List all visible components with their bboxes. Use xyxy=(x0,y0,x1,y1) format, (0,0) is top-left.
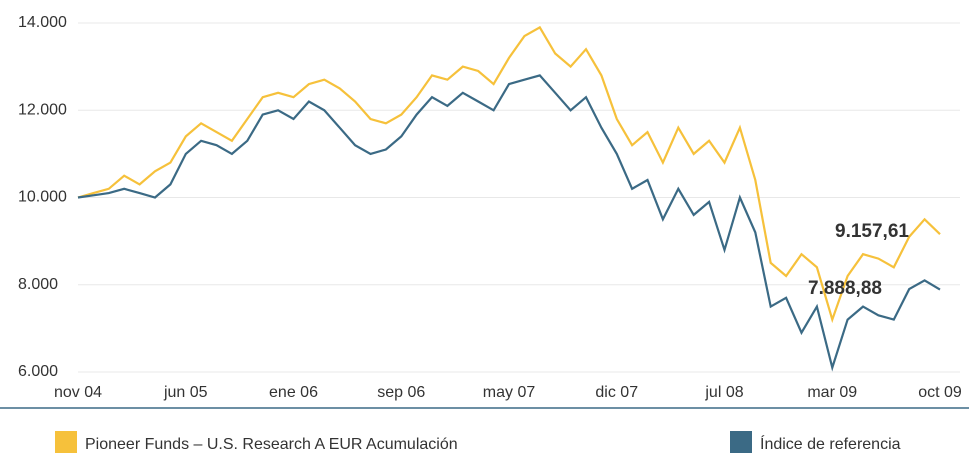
x-tick-label: mar 09 xyxy=(807,384,857,401)
legend-label: Índice de referencia xyxy=(760,434,901,453)
annotation: 7.888,88 xyxy=(808,278,882,299)
x-tick-label: nov 04 xyxy=(54,384,102,401)
y-tick-label: 6.000 xyxy=(18,363,58,380)
y-tick-label: 10.000 xyxy=(18,189,67,206)
x-tick-label: ene 06 xyxy=(269,384,318,401)
legend-swatch xyxy=(55,431,77,453)
x-tick-label: jul 08 xyxy=(704,384,743,401)
series-line xyxy=(77,74,941,372)
y-tick-label: 14.000 xyxy=(18,14,67,31)
legend-label: Pioneer Funds – U.S. Research A EUR Acum… xyxy=(85,436,458,453)
x-tick-label: may 07 xyxy=(483,384,536,401)
x-tick-label: sep 06 xyxy=(377,384,425,401)
y-tick-label: 8.000 xyxy=(18,276,58,293)
x-tick-label: jun 05 xyxy=(163,384,208,401)
legend-swatch xyxy=(730,431,752,453)
annotation: 9.157,61 xyxy=(835,221,909,242)
x-tick-label: dic 07 xyxy=(595,384,638,401)
x-tick-label: oct 09 xyxy=(918,384,962,401)
series-line xyxy=(77,25,941,324)
y-tick-label: 12.000 xyxy=(18,101,67,118)
